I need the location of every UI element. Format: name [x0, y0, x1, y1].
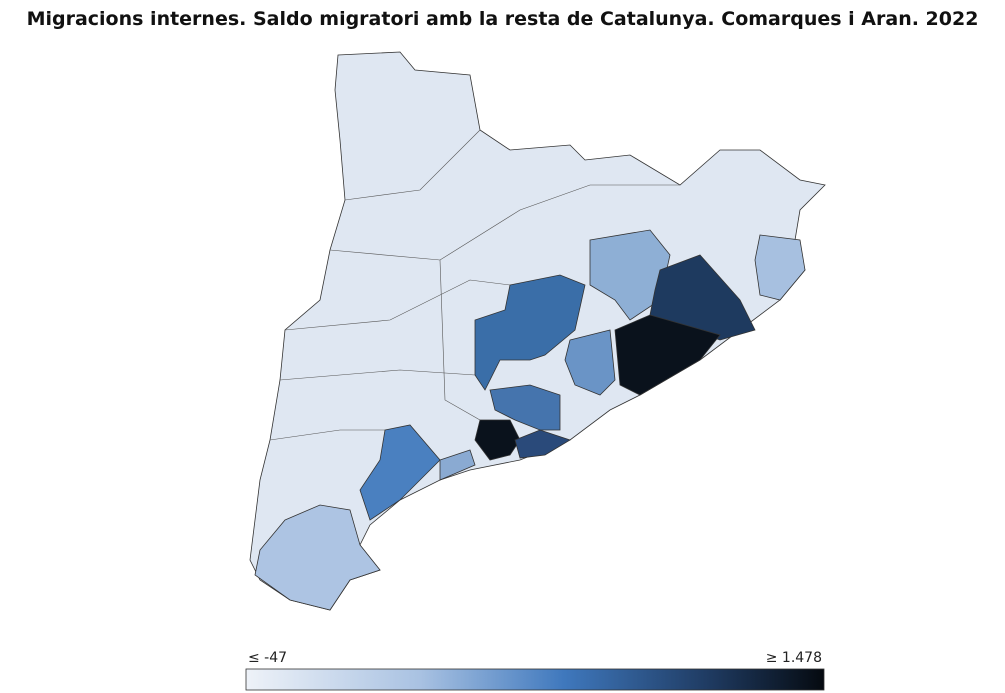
- legend-gradient: [245, 668, 825, 691]
- borders: [269, 429, 385, 441]
- borders: [279, 369, 476, 381]
- borders: [439, 259, 481, 421]
- region: [254, 504, 381, 611]
- legend: ≤ -47 ≥ 1.478: [245, 650, 825, 691]
- regions: [249, 51, 826, 611]
- legend-max-label: ≥ 1.478: [766, 650, 822, 666]
- region: [614, 314, 721, 396]
- legend-min-label: ≤ -47: [248, 650, 287, 666]
- region: [754, 234, 806, 301]
- region: [489, 384, 561, 431]
- region: [589, 229, 671, 321]
- borders: [344, 129, 481, 201]
- region: [514, 429, 571, 459]
- region: [439, 449, 476, 481]
- region: [474, 274, 586, 391]
- map-title: Migracions internes. Saldo migratori amb…: [26, 8, 979, 30]
- borders: [284, 279, 511, 331]
- region: [474, 419, 521, 461]
- region: [359, 424, 441, 521]
- region: [564, 329, 616, 396]
- borders: [329, 184, 680, 261]
- region: [649, 254, 756, 341]
